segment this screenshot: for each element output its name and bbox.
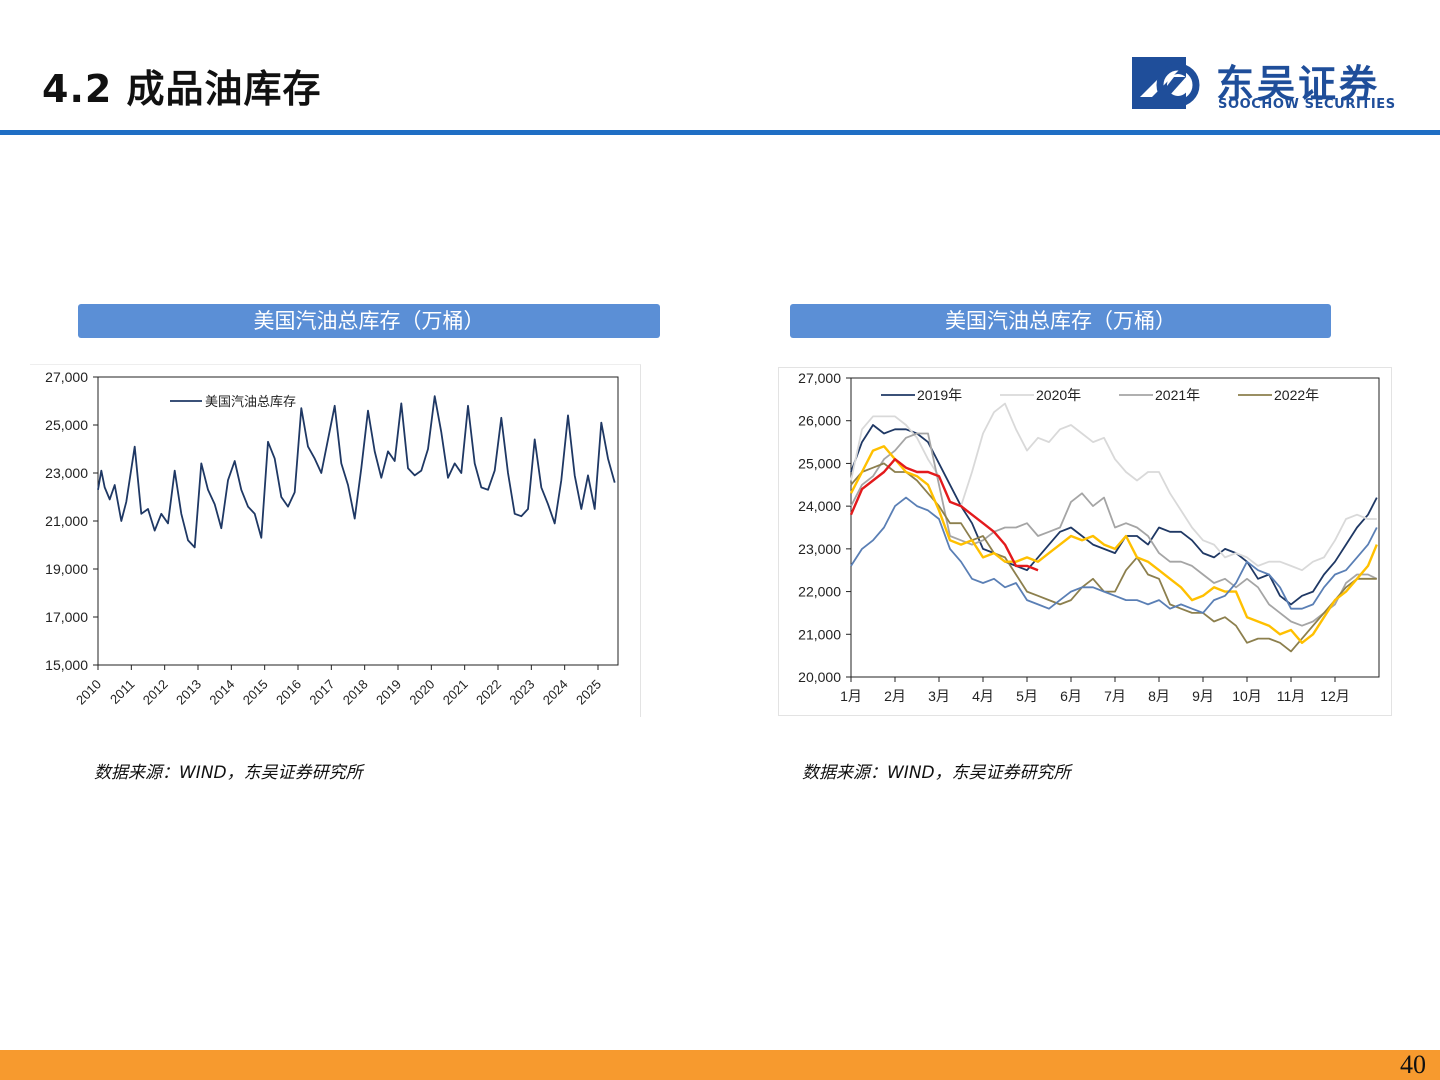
left-chart: 15,000 17,000 19,000 21,000 23,000 25,000 27,0… (30, 364, 641, 717)
logo-english-name: SOOCHOW SECURITIES (1218, 97, 1396, 112)
page-title: 4.2 成品油库存 (42, 67, 322, 111)
y-tick-label: 21,000 (798, 626, 841, 642)
company-logo: 东吴证券 SOOCHOW SECURITIES (1130, 55, 1410, 117)
left-chart-header: 美国汽油总库存（万桶） (78, 304, 660, 338)
right-chart-svg: 20,000 21,000 22,000 23,000 24,000 25,000 26,0… (798, 370, 1380, 704)
y-tick-label: 24,000 (798, 498, 841, 514)
x-tick-label: 12月 (1320, 688, 1350, 704)
x-tick-label: 2025 (573, 677, 604, 708)
y-tick-label: 15,000 (45, 657, 88, 673)
right-chart-header: 美国汽油总库存（万桶） (790, 304, 1331, 338)
x-tick-label: 2018 (340, 677, 371, 708)
x-tick-label: 11月 (1277, 688, 1306, 704)
right-chart: 20,000 21,000 22,000 23,000 24,000 25,000 26,0… (778, 367, 1392, 716)
x-tick-label: 7月 (1104, 688, 1126, 704)
soochow-logo-icon (1132, 57, 1200, 109)
x-tick-label: 2022 (473, 677, 504, 708)
x-tick-label: 6月 (1060, 688, 1082, 704)
y-tick-label: 17,000 (45, 609, 88, 625)
legend-label: 2021年 (1155, 387, 1200, 403)
y-tick-label: 25,000 (798, 455, 841, 471)
legend-label: 2022年 (1274, 387, 1319, 403)
y-tick-label: 22,000 (798, 584, 841, 600)
page-number: 40 (1400, 1050, 1426, 1079)
x-tick-label: 2011 (107, 677, 137, 707)
x-tick-label: 2023 (506, 677, 537, 708)
left-chart-source: 数据来源：WIND，东吴证券研究所 (94, 763, 363, 783)
x-tick-label: 9月 (1192, 688, 1214, 704)
y-tick-label: 27,000 (798, 370, 841, 386)
series-line-unnamed (849, 445, 1378, 644)
x-tick-label: 2016 (273, 677, 304, 708)
x-tick-label: 2021 (440, 677, 471, 708)
footer-bar (0, 1050, 1440, 1080)
x-tick-label: 2014 (206, 677, 237, 708)
left-chart-svg: 15,000 17,000 19,000 21,000 23,000 25,000 27,0… (45, 369, 619, 708)
logo-chinese-name: 东吴证券 (1216, 62, 1381, 106)
x-tick-label: 2012 (140, 677, 171, 708)
x-tick-label: 2017 (306, 677, 337, 708)
right-chart-source: 数据来源：WIND，东吴证券研究所 (802, 763, 1071, 783)
legend-label: 美国汽油总库存 (205, 394, 296, 409)
y-tick-label: 27,000 (45, 369, 88, 385)
series-line-2021年 (850, 432, 1378, 627)
series-line-2019年 (850, 424, 1378, 606)
y-tick-label: 20,000 (798, 669, 841, 685)
series-line-unnamed (850, 496, 1378, 614)
x-tick-label: 2月 (884, 688, 906, 704)
y-tick-label: 19,000 (45, 561, 88, 577)
plot-frame (97, 376, 619, 666)
legend-label: 2020年 (1036, 387, 1081, 403)
x-tick-label: 10月 (1232, 688, 1262, 704)
x-tick-label: 3月 (928, 688, 950, 704)
x-tick-label: 4月 (972, 688, 994, 704)
x-tick-label: 2013 (173, 677, 204, 708)
series-line-unnamed (849, 457, 1039, 572)
x-tick-label: 2024 (540, 677, 571, 708)
x-tick-label: 5月 (1016, 688, 1038, 704)
series-line-美国汽油总库存 (97, 395, 616, 549)
x-tick-label: 2010 (73, 677, 104, 708)
header-divider (0, 130, 1440, 135)
x-tick-label: 2020 (406, 677, 437, 708)
x-tick-label: 1月 (840, 688, 862, 704)
y-tick-label: 23,000 (798, 541, 841, 557)
x-tick-label: 8月 (1148, 688, 1170, 704)
x-tick-label: 2019 (373, 677, 404, 708)
y-tick-label: 21,000 (45, 513, 88, 529)
series-line-2022年 (850, 462, 1377, 653)
legend-label: 2019年 (917, 387, 962, 403)
x-tick-label: 2015 (240, 677, 271, 708)
y-tick-label: 25,000 (45, 417, 88, 433)
y-tick-label: 26,000 (798, 413, 841, 429)
y-tick-label: 23,000 (45, 465, 88, 481)
